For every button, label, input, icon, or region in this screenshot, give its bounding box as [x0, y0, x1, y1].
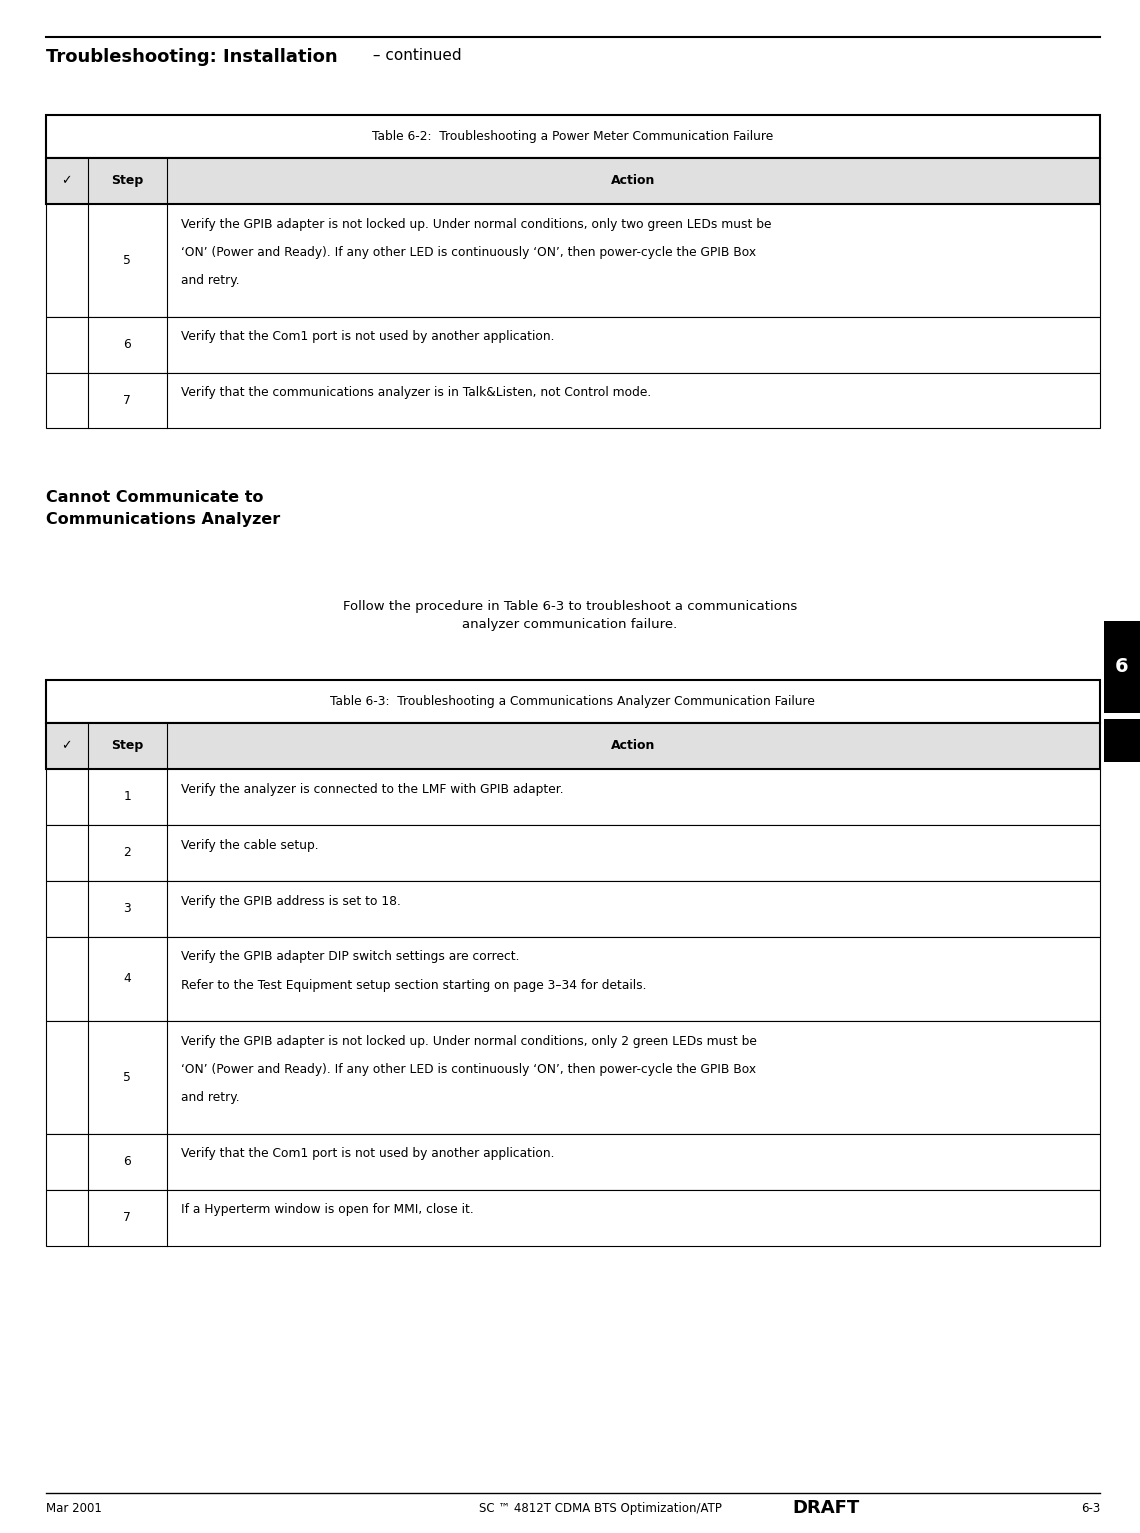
Text: Verify the GPIB adapter DIP switch settings are correct.: Verify the GPIB adapter DIP switch setti…: [180, 950, 519, 963]
Text: 3: 3: [123, 903, 131, 915]
Text: Verify that the Com1 port is not used by another application.: Verify that the Com1 port is not used by…: [180, 1147, 554, 1160]
Text: Table 6-3:  Troubleshooting a Communications Analyzer Communication Failure: Table 6-3: Troubleshooting a Communicati…: [331, 694, 815, 708]
Text: 6: 6: [123, 1156, 131, 1168]
Text: Verify the GPIB adapter is not locked up. Under normal conditions, only two gree: Verify the GPIB adapter is not locked up…: [180, 218, 771, 230]
Text: and retry.: and retry.: [180, 274, 239, 287]
Text: 7: 7: [123, 1211, 131, 1223]
Text: Cannot Communicate to
Communications Analyzer: Cannot Communicate to Communications Ana…: [46, 491, 279, 527]
Text: 7: 7: [123, 394, 131, 406]
Bar: [46, 825, 1100, 880]
Text: Follow the procedure in Table 6-3 to troubleshoot a communications
analyzer comm: Follow the procedure in Table 6-3 to tro…: [343, 601, 797, 632]
Bar: [46, 317, 1100, 373]
Bar: [46, 724, 1100, 770]
Text: Mar 2001: Mar 2001: [46, 1502, 101, 1515]
Bar: [46, 681, 1100, 724]
Text: Table 6-2:  Troubleshooting a Power Meter Communication Failure: Table 6-2: Troubleshooting a Power Meter…: [373, 130, 773, 143]
Text: 6: 6: [123, 339, 131, 351]
Text: Step: Step: [112, 739, 144, 753]
Text: Verify the GPIB adapter is not locked up. Under normal conditions, only 2 green : Verify the GPIB adapter is not locked up…: [180, 1035, 757, 1047]
Bar: [46, 1134, 1100, 1190]
Text: ✓: ✓: [62, 175, 72, 187]
Text: Verify the GPIB address is set to 18.: Verify the GPIB address is set to 18.: [180, 895, 400, 908]
Text: – continued: – continued: [368, 48, 462, 63]
Text: Refer to the Test Equipment setup section starting on page 3–34 for details.: Refer to the Test Equipment setup sectio…: [180, 980, 646, 992]
Bar: [1104, 719, 1140, 762]
Text: Action: Action: [611, 739, 656, 753]
Text: Troubleshooting: Installation: Troubleshooting: Installation: [46, 48, 337, 66]
Bar: [46, 1190, 1100, 1245]
Bar: [46, 770, 1100, 825]
Text: 4: 4: [123, 972, 131, 986]
Text: 1: 1: [123, 791, 131, 803]
Bar: [46, 115, 1100, 158]
Bar: [46, 204, 1100, 317]
Text: Verify the cable setup.: Verify the cable setup.: [180, 839, 318, 851]
Text: Verify that the communications analyzer is in Talk&Listen, not Control mode.: Verify that the communications analyzer …: [180, 386, 651, 399]
Text: Verify that the Com1 port is not used by another application.: Verify that the Com1 port is not used by…: [180, 331, 554, 343]
Bar: [46, 373, 1100, 429]
Text: ‘ON’ (Power and Ready). If any other LED is continuously ‘ON’, then power-cycle : ‘ON’ (Power and Ready). If any other LED…: [180, 1064, 756, 1076]
Text: 5: 5: [123, 254, 131, 267]
Text: 6-3: 6-3: [1081, 1502, 1100, 1515]
Text: and retry.: and retry.: [180, 1091, 239, 1104]
Text: SC ™ 4812T CDMA BTS Optimization/ATP: SC ™ 4812T CDMA BTS Optimization/ATP: [479, 1502, 722, 1515]
Text: DRAFT: DRAFT: [792, 1499, 860, 1518]
Bar: [46, 880, 1100, 937]
Text: 5: 5: [123, 1072, 131, 1084]
Text: Step: Step: [112, 175, 144, 187]
Text: ‘ON’ (Power and Ready). If any other LED is continuously ‘ON’, then power-cycle : ‘ON’ (Power and Ready). If any other LED…: [180, 245, 756, 259]
Text: If a Hyperterm window is open for MMI, close it.: If a Hyperterm window is open for MMI, c…: [180, 1203, 473, 1216]
Bar: [1104, 621, 1140, 713]
Bar: [46, 1021, 1100, 1134]
Text: 6: 6: [1115, 658, 1129, 676]
Text: Action: Action: [611, 175, 656, 187]
Text: ✓: ✓: [62, 739, 72, 753]
Bar: [46, 158, 1100, 204]
Text: Verify the analyzer is connected to the LMF with GPIB adapter.: Verify the analyzer is connected to the …: [180, 783, 563, 796]
Text: 2: 2: [123, 846, 131, 858]
Bar: [46, 937, 1100, 1021]
